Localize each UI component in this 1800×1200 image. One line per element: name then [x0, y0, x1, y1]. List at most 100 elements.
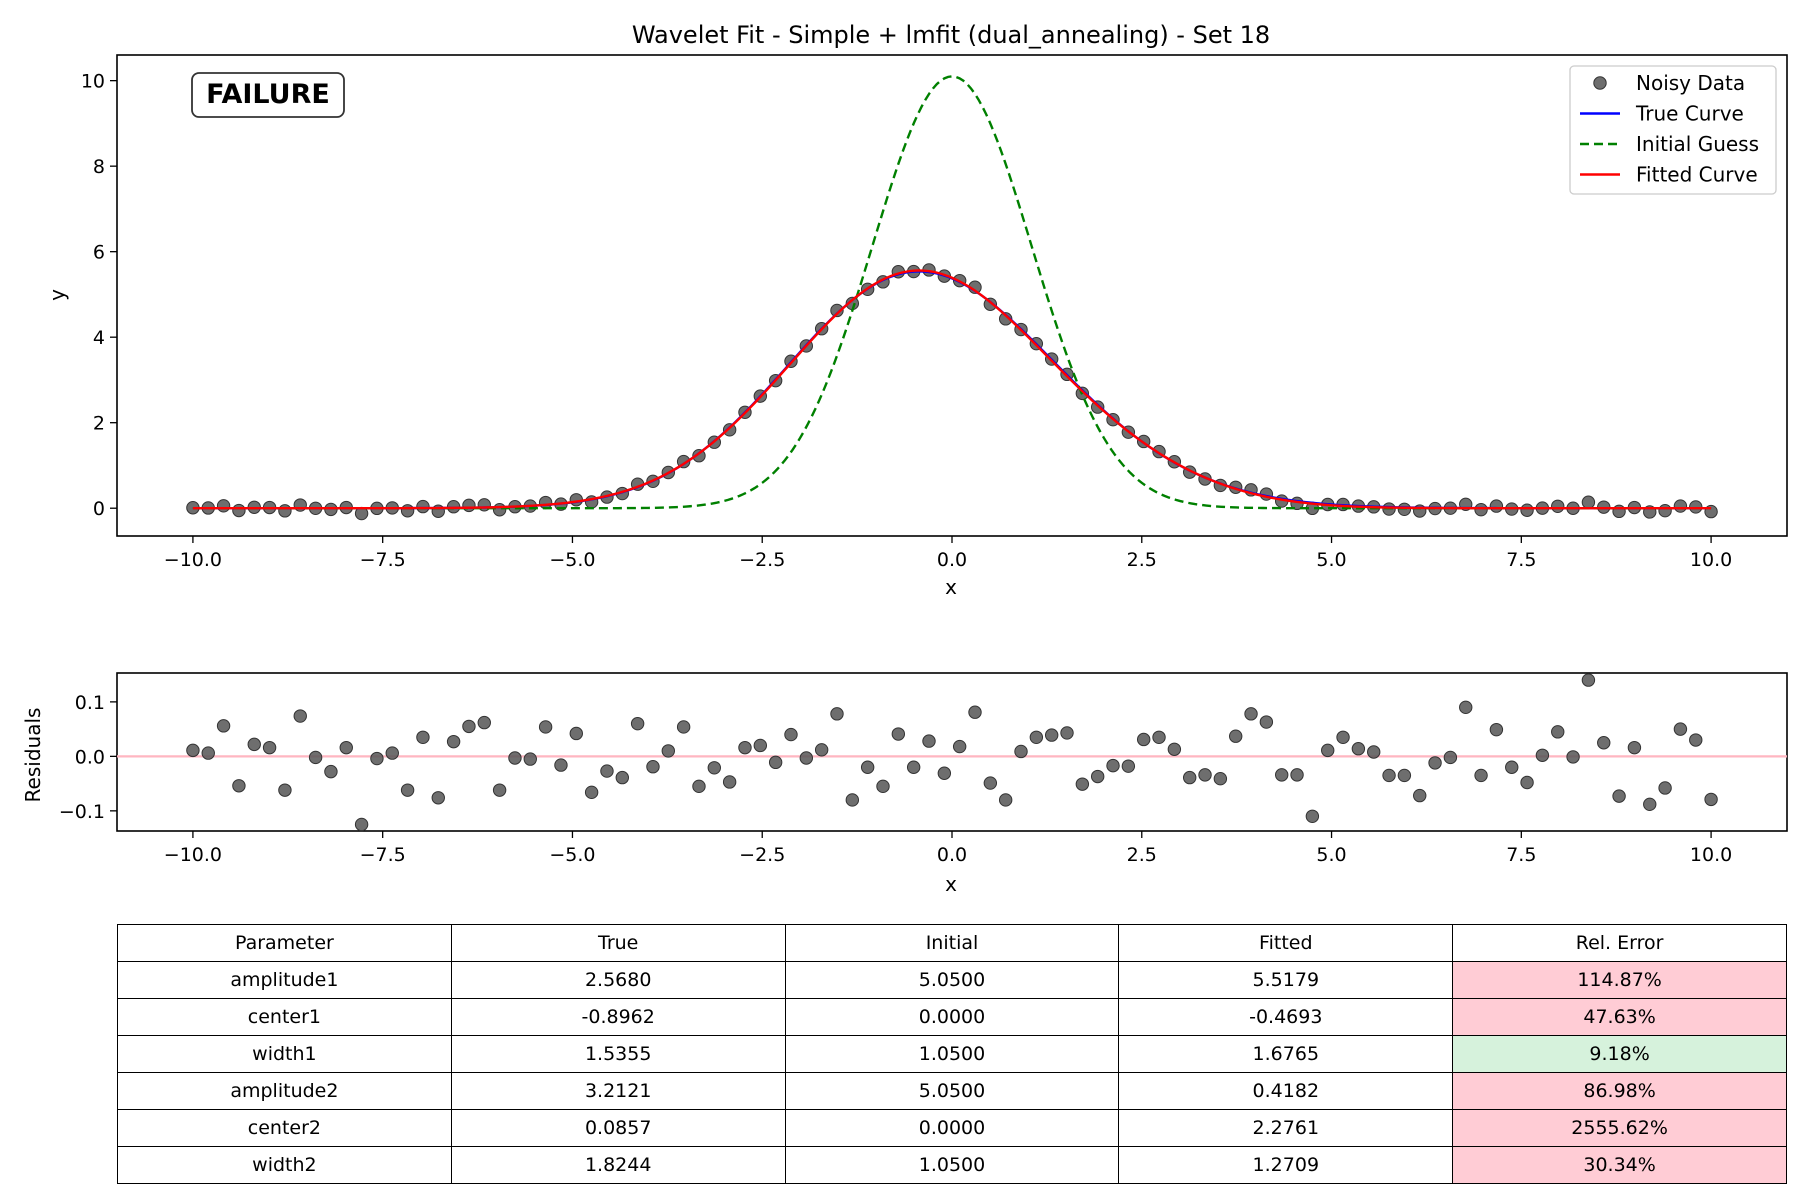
cell-true: 1.5355 [450, 1035, 786, 1073]
cell-initial: 1.0500 [784, 1146, 1120, 1184]
residual-point [1213, 771, 1228, 786]
residual-point [1029, 730, 1044, 744]
residual-point [768, 755, 783, 770]
residual-point [1275, 768, 1289, 782]
residual-point [1643, 797, 1657, 812]
initial-guess-line [192, 75, 1712, 510]
cell-rel-error: 30.34% [1452, 1146, 1787, 1184]
residuals-x-tick-label: 10.0 [1690, 844, 1732, 866]
residual-point [1198, 768, 1212, 782]
noisy-data-point [1520, 503, 1534, 517]
residual-point [1505, 760, 1519, 774]
table-row: center2 0.0857 0.0000 2.2761 2555.62% [117, 1109, 1787, 1147]
cell-rel-error: 86.98% [1452, 1072, 1787, 1110]
residual-point [293, 709, 307, 723]
noisy-data-point [538, 495, 553, 510]
residuals-plot-frame [116, 672, 1788, 832]
main-y-tick-label: 2 [93, 413, 105, 435]
cell-parameter: amplitude2 [117, 1072, 452, 1110]
legend-label: Initial Guess [1636, 132, 1759, 156]
residual-point [446, 734, 461, 749]
residual-point [814, 743, 829, 757]
residual-point [615, 770, 629, 785]
residual-point [1152, 730, 1166, 744]
residuals-plot: −10.0 −7.5 −5.0 −2.5 0.0 2.5 5.0 7.5 10.0 −0.1 0.0… [21, 672, 1788, 896]
cell-initial: 1.0500 [784, 1035, 1120, 1073]
legend-marker [1593, 76, 1607, 90]
legend-label: True Curve [1635, 102, 1744, 126]
residual-point [308, 750, 323, 765]
legend-item: Fitted Curve [1580, 163, 1758, 187]
cell-true: 0.0857 [450, 1109, 786, 1147]
residual-point [1689, 733, 1703, 747]
residual-point [416, 730, 430, 744]
table-row: center1 -0.8962 0.0000 -0.4693 47.63% [117, 998, 1787, 1036]
residual-point [247, 737, 261, 752]
legend-item: True Curve [1580, 102, 1744, 126]
residual-point [1259, 715, 1274, 729]
failure-badge: FAILURE [191, 72, 345, 118]
header-true: True [450, 924, 786, 962]
residual-point [937, 766, 952, 780]
true-curve-line [192, 270, 1712, 510]
cell-fitted: 0.4182 [1118, 1072, 1454, 1110]
table-row: width2 1.8244 1.0500 1.2709 30.34% [117, 1146, 1787, 1184]
residual-point [968, 705, 982, 719]
cell-fitted: 5.5179 [1118, 961, 1454, 999]
main-y-tick-label: 8 [93, 156, 105, 178]
residuals-y-tick-label: 0.1 [75, 692, 105, 714]
residual-point [1520, 775, 1534, 790]
residual-point [998, 793, 1013, 807]
noisy-data-point [1673, 499, 1688, 513]
residual-point [1229, 729, 1243, 743]
residual-point [477, 715, 491, 730]
residual-point [1136, 732, 1151, 747]
failure-label: FAILURE [206, 79, 330, 110]
residual-point [1627, 740, 1642, 755]
residual-point [201, 746, 215, 760]
residual-point [707, 761, 722, 775]
header-fitted: Fitted [1118, 924, 1454, 962]
residual-point [1182, 770, 1197, 785]
residual-point [1673, 722, 1688, 736]
residual-point [1397, 768, 1412, 783]
cell-true: 1.8244 [450, 1146, 786, 1184]
noisy-data-point [722, 423, 737, 437]
fitted-curve-line [192, 269, 1712, 510]
residual-point [661, 744, 675, 758]
residual-point [569, 726, 583, 741]
table-header-row: Parameter True Initial Fitted Rel. Error [117, 924, 1787, 962]
residuals-x-tick-label: −2.5 [739, 844, 785, 866]
residual-point [1489, 722, 1504, 737]
residual-point [1044, 728, 1059, 742]
residual-point [400, 783, 415, 797]
cell-initial: 0.0000 [784, 1109, 1120, 1147]
residual-point [1060, 726, 1074, 740]
main-y-tick-label: 6 [93, 242, 105, 264]
main-x-tick-label: 0.0 [937, 549, 967, 571]
residual-point [1566, 750, 1580, 764]
main-x-tick-label: 7.5 [1506, 549, 1536, 571]
residual-point [1581, 673, 1596, 687]
main-plot-frame [116, 54, 1788, 537]
header-parameter: Parameter [117, 924, 452, 962]
legend-label: Fitted Curve [1636, 163, 1758, 187]
residuals-x-tick-label: −7.5 [360, 844, 406, 866]
residuals-x-axis-label: x [945, 872, 957, 896]
cell-parameter: center2 [117, 1109, 452, 1147]
residual-point [1459, 700, 1473, 715]
legend-item: Initial Guess [1580, 132, 1759, 156]
residual-point [1658, 781, 1672, 795]
main-title: Wavelet Fit - Simple + lmfit (dual_annea… [632, 21, 1270, 49]
residual-point [876, 779, 890, 794]
noisy-data-point [1551, 499, 1565, 513]
main-x-tick-label: −5.0 [549, 549, 595, 571]
noisy-data-point [1689, 500, 1703, 514]
residual-point [1090, 769, 1105, 784]
cell-true: 3.2121 [450, 1072, 786, 1110]
main-x-tick-label: −7.5 [360, 549, 406, 571]
residual-point [906, 760, 921, 774]
residual-point [799, 751, 814, 765]
cell-true: -0.8962 [450, 998, 786, 1036]
residuals-axis-ticks: −10.0 −7.5 −5.0 −2.5 0.0 2.5 5.0 7.5 10.0 −0.1 0.0… [59, 692, 1732, 866]
